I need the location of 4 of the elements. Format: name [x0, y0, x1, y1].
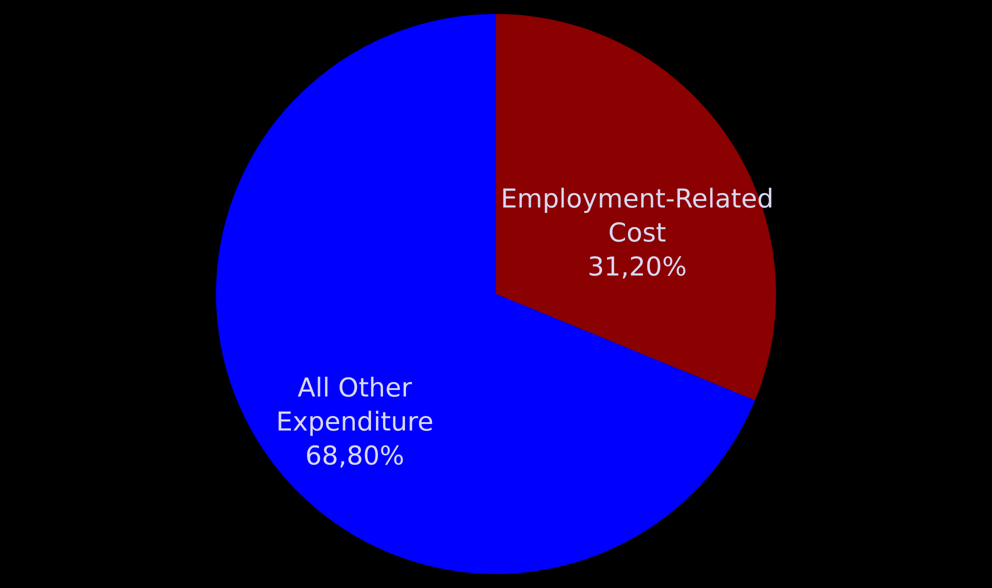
data-label: 31,20% [588, 252, 687, 282]
data-label: 68,80% [305, 442, 404, 472]
pie-slice [496, 14, 776, 400]
slice-label: All Other Expenditure [276, 374, 434, 438]
